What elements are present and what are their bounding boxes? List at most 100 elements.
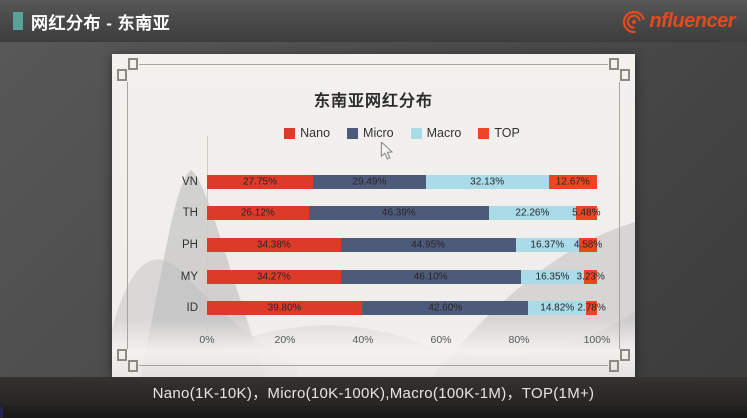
category-label: MY	[180, 270, 198, 283]
bar-value-label: 22.26%	[515, 207, 550, 219]
mist-overlay	[112, 319, 635, 377]
bar-value-label: 4.58%	[573, 239, 603, 251]
bar-value-label: 5.48%	[572, 207, 601, 219]
frame-line-bottom	[139, 365, 608, 366]
legend-swatch	[478, 127, 490, 139]
bar-row-vn: VN 27.75% 29.49% 32.13% 12.67%	[112, 166, 597, 198]
category-label: TH	[182, 207, 198, 220]
x-tick-label: 80%	[508, 334, 530, 346]
legend-item-macro[interactable]: Macro	[410, 126, 462, 140]
title-accent-bar	[13, 12, 23, 30]
frame-corner-ornament	[609, 349, 630, 372]
bar-value-label: 34.27%	[256, 271, 291, 283]
chart-panel: 东南亚网红分布 Nano Micro Macro TOP VN 27.75% 29.49%…	[112, 54, 635, 377]
bar-value-label: 46.39%	[381, 207, 416, 219]
x-tick-label: 20%	[274, 334, 296, 346]
bar-value-label: 42.60%	[428, 302, 463, 314]
frame-line-left	[127, 82, 128, 349]
legend-label: Nano	[300, 126, 331, 140]
bar-segment-nano[interactable]: 34.27%	[207, 269, 341, 284]
category-label: PH	[182, 238, 198, 251]
bar-track: 34.38% 44.95% 16.37% 4.58%	[207, 237, 602, 252]
bar-segment-nano[interactable]: 26.12%	[207, 206, 309, 221]
x-tick-label: 40%	[352, 334, 374, 346]
bar-segment-macro[interactable]: 14.82%	[528, 301, 587, 316]
footer-caption: Nano(1K-10K)，Micro(10K-100K),Macro(100K-…	[152, 385, 595, 402]
bar-segment-micro[interactable]: 44.95%	[340, 237, 516, 252]
x-tick-label: 0%	[199, 334, 215, 346]
bar-segment-nano[interactable]: 39.80%	[207, 301, 363, 316]
chart-legend: Nano Micro Macro TOP	[207, 126, 597, 140]
bar-segment-top[interactable]: 12.67%	[548, 174, 597, 189]
bar-value-label: 2.78%	[577, 302, 606, 314]
bar-segment-top[interactable]: 2.78%	[577, 301, 606, 316]
influencer-logo[interactable]: nfluencer	[621, 8, 735, 35]
bar-value-label: 29.49%	[352, 176, 387, 188]
legend-item-micro[interactable]: Micro	[347, 126, 394, 140]
bottom-strip	[0, 406, 747, 418]
x-tick-label: 60%	[430, 334, 452, 346]
logo-text: nfluencer	[649, 10, 735, 32]
frame-corner-ornament	[117, 349, 138, 372]
bar-segment-nano[interactable]: 27.75%	[207, 174, 314, 189]
bar-value-label: 46.10%	[413, 271, 448, 283]
bar-segment-top[interactable]: 4.58%	[574, 237, 602, 252]
bar-segment-micro[interactable]: 29.49%	[313, 174, 426, 189]
bar-row-ph: PH 34.38% 44.95% 16.37% 4.58%	[112, 229, 602, 261]
footer: Nano(1K-10K)，Micro(10K-100K),Macro(100K-…	[0, 377, 747, 418]
bar-track: 34.27% 46.10% 16.35% 3.23%	[207, 269, 605, 284]
legend-item-top[interactable]: TOP	[478, 126, 520, 140]
bar-value-label: 16.35%	[535, 271, 570, 283]
plot-area: VN 27.75% 29.49% 32.13% 12.67% TH 26.12% 46.39%…	[112, 166, 606, 324]
bar-value-label: 27.75%	[243, 176, 277, 188]
frame-line-top	[139, 64, 608, 65]
legend-swatch	[284, 127, 296, 139]
category-label: VN	[182, 175, 198, 188]
bar-track: 39.80% 42.60% 14.82% 2.78%	[207, 301, 606, 316]
bar-segment-micro[interactable]: 46.39%	[308, 206, 490, 221]
logo-spiral-icon	[623, 10, 646, 33]
category-label: ID	[186, 302, 199, 315]
bar-segment-macro[interactable]: 22.26%	[489, 206, 576, 221]
bottom-left-accent	[0, 407, 3, 418]
legend-label: Macro	[426, 126, 462, 140]
bar-value-label: 44.95%	[411, 239, 446, 251]
bar-value-label: 16.37%	[530, 239, 565, 251]
page-title: 网红分布 - 东南亚	[31, 13, 171, 33]
bar-row-id: ID 39.80% 42.60% 14.82% 2.78%	[112, 292, 606, 324]
frame-corner-ornament	[609, 58, 630, 81]
bar-value-label: 14.82%	[540, 302, 575, 314]
bar-track: 27.75% 29.49% 32.13% 12.67%	[207, 174, 597, 189]
legend-label: TOP	[494, 126, 520, 140]
bar-segment-micro[interactable]: 46.10%	[340, 269, 521, 284]
x-axis-ticks: 0% 20% 40% 60% 80% 100%	[199, 334, 610, 348]
header: 网红分布 - 东南亚 nfluencer	[0, 0, 747, 42]
bar-value-label: 32.13%	[470, 176, 505, 188]
bar-segment-top[interactable]: 3.23%	[577, 269, 605, 284]
frame-corner-ornament	[117, 58, 138, 81]
mouse-cursor	[380, 142, 394, 160]
bar-segment-macro[interactable]: 32.13%	[425, 174, 549, 189]
bar-row-my: MY 34.27% 46.10% 16.35% 3.23%	[112, 261, 605, 293]
x-tick-label: 100%	[583, 334, 611, 346]
y-axis-line	[207, 136, 208, 332]
legend-item-nano[interactable]: Nano	[284, 126, 330, 140]
bar-value-label: 26.12%	[240, 207, 275, 219]
bar-value-label: 39.80%	[267, 302, 302, 314]
legend-swatch	[410, 127, 422, 139]
bar-value-label: 12.67%	[555, 176, 590, 188]
bar-segment-micro[interactable]: 42.60%	[362, 301, 529, 316]
bar-track: 26.12% 46.39% 22.26% 5.48%	[207, 206, 601, 221]
frame-line-right	[619, 82, 620, 349]
main-area: 东南亚网红分布 Nano Micro Macro TOP VN 27.75% 29.49%…	[0, 42, 747, 377]
bar-row-th: TH 26.12% 46.39% 22.26% 5.48%	[112, 198, 601, 230]
bar-value-label: 3.23%	[576, 271, 605, 283]
bar-segment-top[interactable]: 5.48%	[572, 206, 601, 221]
chart-title: 东南亚网红分布	[313, 93, 433, 110]
bar-segment-macro[interactable]: 16.35%	[520, 269, 585, 284]
bar-value-label: 34.38%	[256, 239, 291, 251]
bar-segment-macro[interactable]: 16.37%	[515, 237, 580, 252]
bar-segment-nano[interactable]: 34.38%	[207, 237, 341, 252]
legend-label: Micro	[363, 126, 394, 140]
